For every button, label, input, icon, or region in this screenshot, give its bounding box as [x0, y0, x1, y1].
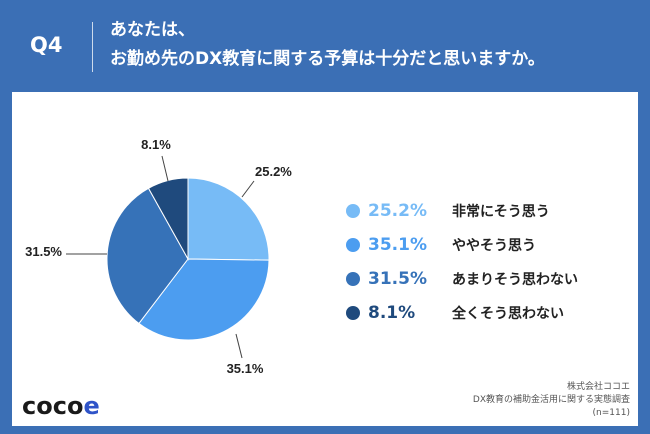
legend-marker	[346, 238, 360, 252]
legend-item: 35.1% ややそう思う	[346, 228, 636, 262]
legend: 25.2% 非常にそう思う 35.1% ややそう思う 31.5% あまりそう思わ…	[346, 194, 636, 330]
legend-percentage: 25.2%	[368, 201, 427, 221]
legend-label: ややそう思う	[452, 238, 536, 254]
question-title-line2: お勤め先のDX教育に関する予算は十分だと思いますか。	[110, 49, 545, 69]
legend-label: あまりそう思わない	[452, 272, 578, 288]
sample-size: (n=111)	[592, 408, 630, 418]
legend-percentage: 31.5%	[368, 269, 427, 289]
logo-text: coco	[22, 392, 84, 420]
pie-slice	[138, 258, 270, 341]
legend-percentage: 35.1%	[368, 235, 427, 255]
logo-accent: e	[83, 392, 100, 420]
legend-percentage: 8.1%	[368, 303, 416, 323]
cocoe-logo: cocoe	[22, 392, 100, 420]
left-border	[0, 92, 12, 434]
data-label: 8.1%	[141, 137, 171, 152]
legend-marker	[346, 204, 360, 218]
legend-item: 25.2% 非常にそう思う	[346, 194, 636, 228]
leader-line	[161, 155, 169, 182]
data-label: 35.1%	[227, 361, 264, 376]
right-border	[638, 92, 650, 434]
question-number: Q4	[30, 33, 63, 57]
leader-line	[241, 180, 255, 198]
question-title-line1: あなたは、	[110, 20, 195, 40]
pie-slice	[106, 187, 189, 325]
question-title: あなたは、 お勤め先のDX教育に関する予算は十分だと思いますか。	[110, 16, 640, 74]
pie-slice	[187, 177, 270, 261]
source-survey: DX教育の補助金活用に関する実態調査	[472, 395, 630, 405]
legend-marker	[346, 272, 360, 286]
legend-item: 31.5% あまりそう思わない	[346, 262, 636, 296]
legend-label: 全くそう思わない	[452, 306, 564, 322]
legend-label: 非常にそう思う	[452, 204, 550, 220]
data-label: 25.2%	[255, 164, 292, 179]
leader-line	[235, 333, 243, 359]
source-company: 株式会社ココエ	[566, 382, 630, 392]
legend-marker	[346, 306, 360, 320]
bottom-border	[0, 426, 650, 434]
source-note: 株式会社ココエ DX教育の補助金活用に関する実態調査 (n=111)	[473, 381, 630, 420]
legend-item: 8.1% 全くそう思わない	[346, 296, 636, 330]
question-header: Q4 あなたは、 お勤め先のDX教育に関する予算は十分だと思いますか。	[0, 0, 650, 92]
data-label: 31.5%	[25, 244, 62, 259]
header-divider	[92, 22, 93, 72]
